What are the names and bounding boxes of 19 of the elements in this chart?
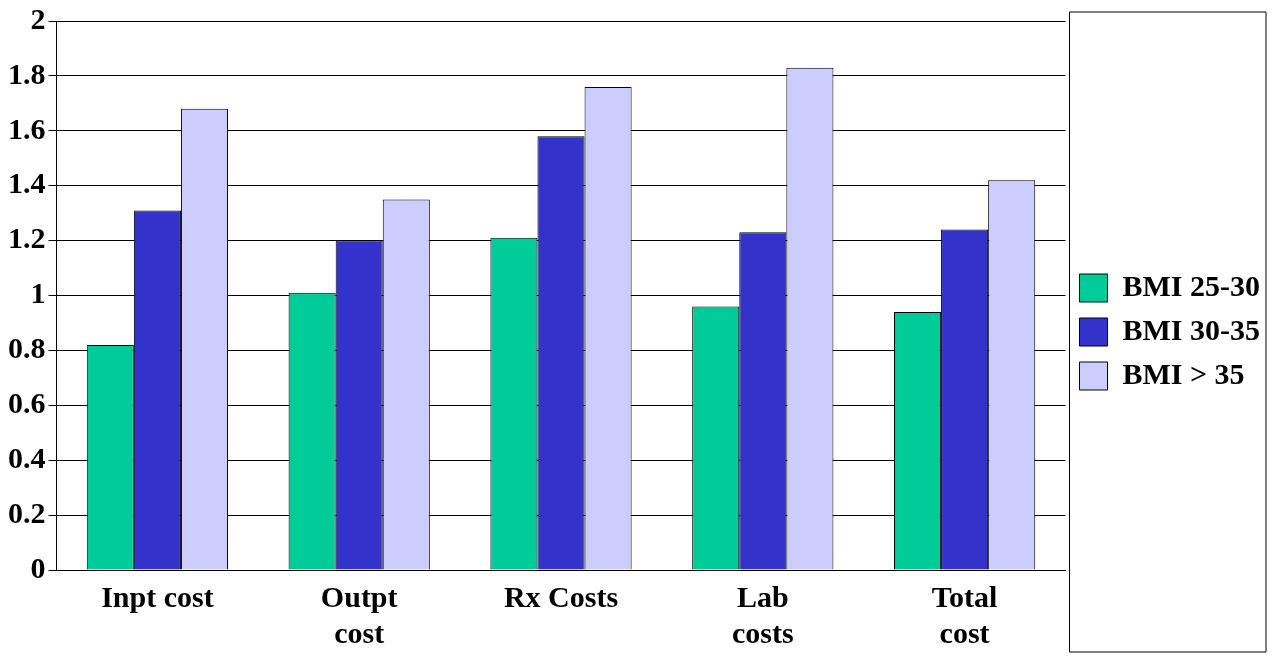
y-tick-label: 0: [30, 550, 46, 584]
legend-label: BMI > 35: [1122, 356, 1245, 390]
x-tick-label: Rx Costs: [503, 579, 619, 613]
x-tick-label: Outpt cost: [320, 579, 398, 649]
y-tick-label: 2: [30, 1, 46, 35]
x-tick-label: Lab costs: [731, 579, 794, 649]
y-tick-label: 0.4: [8, 440, 46, 474]
y-tick-label: 0.8: [8, 331, 46, 365]
legend-label: BMI 30-35: [1122, 312, 1261, 346]
x-tick-label: Inpt cost: [101, 579, 214, 613]
y-tick-label: 1.2: [8, 221, 46, 255]
y-tick-label: 0.6: [8, 386, 46, 420]
y-tick-label: 1.8: [8, 56, 46, 90]
x-tick-label: Total cost: [931, 579, 998, 649]
y-tick-label: 1.4: [8, 166, 46, 200]
legend-label: BMI 25-30: [1122, 268, 1261, 302]
y-tick-label: 1: [30, 276, 46, 310]
y-tick-label: 0.2: [8, 495, 46, 529]
y-tick-label: 1.6: [8, 111, 46, 145]
